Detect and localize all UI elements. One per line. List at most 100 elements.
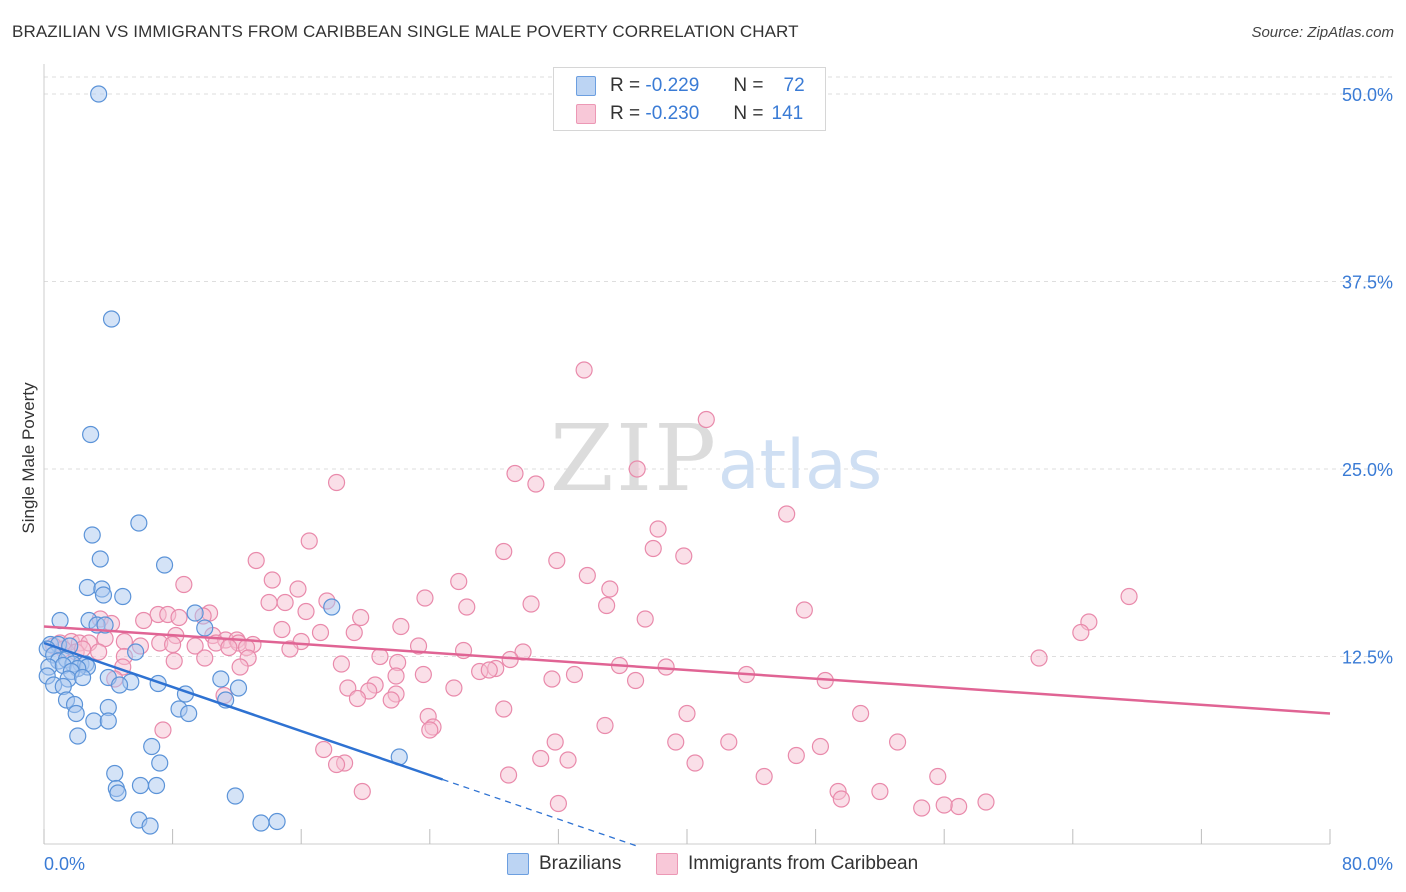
data-point bbox=[678, 704, 696, 723]
data-point bbox=[131, 776, 150, 795]
data-point bbox=[667, 733, 685, 751]
data-point bbox=[281, 640, 299, 658]
bottom-legend-label: Brazilians bbox=[539, 853, 622, 874]
data-point bbox=[697, 410, 715, 429]
axes bbox=[43, 64, 1331, 845]
data-point bbox=[323, 598, 341, 616]
data-point bbox=[598, 596, 616, 615]
data-point bbox=[260, 593, 278, 612]
data-point bbox=[445, 679, 463, 697]
data-point bbox=[546, 733, 564, 751]
data-point bbox=[106, 764, 124, 783]
data-point bbox=[263, 571, 281, 589]
y-tick-label: 12.5% bbox=[1342, 648, 1393, 668]
data-point bbox=[99, 712, 117, 730]
data-point bbox=[327, 755, 346, 774]
data-point bbox=[649, 520, 667, 538]
data-point bbox=[675, 547, 693, 565]
data-point bbox=[495, 542, 513, 561]
data-point bbox=[935, 796, 953, 814]
data-point bbox=[90, 643, 108, 661]
bottom-swatch-blue bbox=[507, 853, 529, 875]
data-point bbox=[382, 691, 400, 709]
data-point bbox=[353, 782, 371, 801]
data-point bbox=[327, 473, 346, 492]
legend-row-brazilians: R = -0.229 N = 72 bbox=[576, 73, 805, 99]
data-point bbox=[416, 589, 434, 607]
data-point bbox=[1030, 649, 1048, 667]
brazilians-trend-line bbox=[43, 641, 444, 781]
legend-n-label: N = bbox=[733, 75, 764, 96]
data-point bbox=[480, 661, 498, 679]
data-point bbox=[414, 665, 432, 684]
brazilian-points bbox=[38, 85, 408, 835]
data-point bbox=[387, 667, 405, 685]
data-point bbox=[180, 704, 198, 723]
data-point bbox=[276, 593, 294, 612]
data-point bbox=[339, 679, 357, 697]
data-point bbox=[130, 514, 148, 532]
data-point bbox=[109, 784, 127, 802]
chart-title: BRAZILIAN VS IMMIGRANTS FROM CARIBBEAN S… bbox=[12, 22, 799, 41]
data-point bbox=[231, 658, 249, 676]
data-point bbox=[421, 721, 439, 739]
data-point bbox=[532, 749, 550, 768]
data-point bbox=[164, 635, 182, 654]
data-point bbox=[543, 670, 561, 688]
y-tick-label: 37.5% bbox=[1342, 273, 1393, 293]
legend-r-label: R = bbox=[610, 103, 641, 124]
x-tick-label-max: 80.0% bbox=[1342, 854, 1393, 874]
data-point bbox=[495, 700, 513, 718]
caribbean-points bbox=[45, 361, 1138, 817]
data-point bbox=[196, 649, 214, 667]
data-point bbox=[83, 526, 101, 544]
legend-n-value: 141 bbox=[771, 103, 804, 124]
data-point bbox=[170, 608, 188, 627]
data-point bbox=[289, 580, 307, 598]
data-point bbox=[85, 712, 103, 730]
legend-r-value: -0.229 bbox=[645, 75, 700, 96]
data-point bbox=[392, 617, 410, 636]
data-point bbox=[110, 676, 129, 694]
brazilians-trend-extension bbox=[442, 778, 639, 848]
data-point bbox=[96, 616, 114, 634]
data-point bbox=[778, 505, 796, 523]
data-point bbox=[91, 550, 109, 568]
data-point bbox=[626, 671, 645, 690]
data-point bbox=[522, 595, 540, 613]
data-point bbox=[565, 665, 584, 684]
data-point bbox=[67, 704, 85, 723]
legend-n-label: N = bbox=[733, 103, 764, 124]
data-point bbox=[151, 754, 169, 772]
gridlines bbox=[44, 76, 1392, 657]
data-point bbox=[102, 310, 121, 328]
data-point bbox=[787, 746, 805, 765]
data-point bbox=[247, 551, 265, 570]
data-point bbox=[196, 619, 214, 637]
data-point bbox=[596, 716, 614, 735]
watermark-atlas: atlas bbox=[718, 426, 882, 505]
data-point bbox=[315, 740, 333, 759]
y-tick-label: 25.0% bbox=[1342, 460, 1393, 480]
data-point bbox=[155, 556, 174, 574]
y-tick-label: 50.0% bbox=[1342, 85, 1393, 105]
data-point bbox=[127, 643, 145, 661]
data-point bbox=[506, 464, 524, 483]
data-point bbox=[73, 668, 92, 687]
bottom-legend-label: Immigrants from Caribbean bbox=[688, 853, 919, 874]
legend-swatch-pink bbox=[576, 104, 596, 124]
data-point bbox=[226, 787, 244, 805]
data-point bbox=[888, 733, 907, 751]
tick-labels: 12.5% 25.0% 37.5% 50.0% 0.0% 80.0% bbox=[44, 85, 1393, 874]
bottom-legend-caribbean: Immigrants from Caribbean bbox=[656, 852, 918, 876]
data-point bbox=[1120, 587, 1138, 606]
watermark: ZIP atlas bbox=[550, 405, 882, 512]
data-point bbox=[720, 733, 738, 751]
data-point bbox=[644, 539, 662, 558]
data-point bbox=[300, 532, 318, 550]
data-point bbox=[371, 647, 389, 666]
data-point bbox=[977, 793, 995, 811]
data-point bbox=[499, 766, 518, 784]
data-point bbox=[90, 85, 108, 103]
